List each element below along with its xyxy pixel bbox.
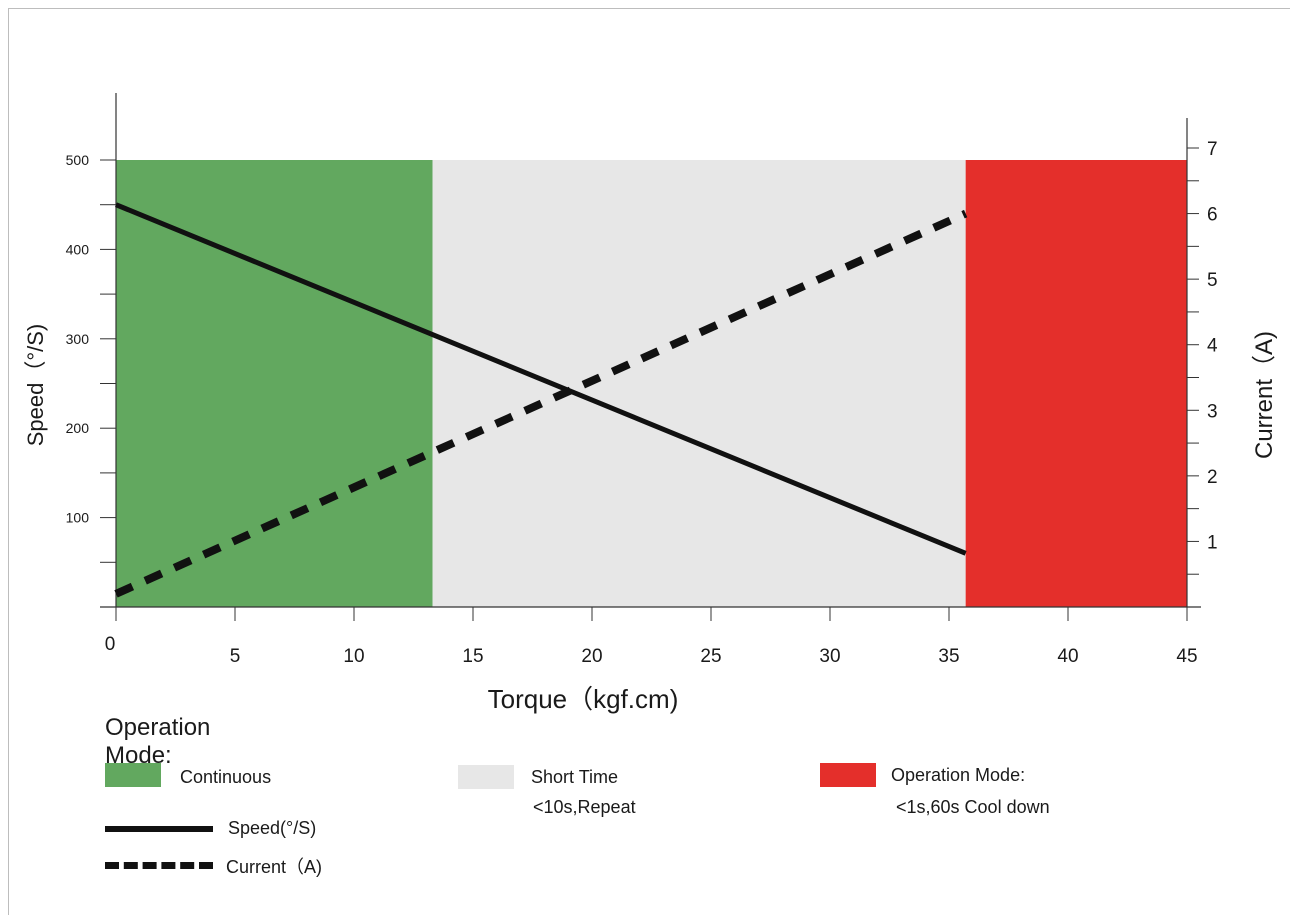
figure-frame bbox=[8, 8, 1290, 915]
legend-label-continuous: Continuous bbox=[180, 767, 272, 787]
legend-swatch-continuous bbox=[105, 763, 161, 787]
legend-label-cool-down: Operation Mode: bbox=[891, 765, 1026, 785]
y2-tick-label: 2 bbox=[1207, 467, 1218, 488]
y2-tick-label: 6 bbox=[1207, 205, 1218, 226]
legend-title: Operation Mode: bbox=[105, 714, 211, 769]
y-tick-label: 200 bbox=[66, 420, 90, 436]
y2-axis-label: Current（A) bbox=[1251, 331, 1278, 459]
y-axis-label: Speed（°/S) bbox=[23, 324, 48, 447]
chart-series bbox=[114, 202, 968, 598]
y-tick-label: 300 bbox=[66, 331, 90, 347]
legend-label-speed: Speed(°/S) bbox=[228, 818, 317, 838]
legend-label-current: Current（A) bbox=[226, 857, 323, 877]
operation-mode-regions bbox=[116, 160, 1187, 607]
series-current-line bbox=[114, 209, 968, 598]
x-tick-label: 30 bbox=[819, 646, 840, 667]
region-operation-mode bbox=[965, 160, 1187, 607]
series-speed-line bbox=[115, 202, 967, 556]
y-tick-label: 400 bbox=[66, 241, 90, 257]
y2-tick-label: 4 bbox=[1207, 336, 1218, 357]
y2-tick-label: 5 bbox=[1207, 270, 1218, 291]
legend-key-speed-line bbox=[105, 826, 213, 832]
x-tick-label: 35 bbox=[938, 646, 959, 667]
legend-swatch-cool-down bbox=[820, 763, 876, 787]
x-tick-label: 25 bbox=[700, 646, 721, 667]
legend-swatch-short-time bbox=[458, 765, 514, 789]
x-tick-label: 15 bbox=[462, 646, 483, 667]
legend-label-short-time: Short Time bbox=[531, 767, 619, 787]
x-tick-label: 20 bbox=[581, 646, 602, 667]
y2-tick-label: 3 bbox=[1207, 401, 1218, 422]
x-axis-label: Torque（kgf.cm) bbox=[488, 684, 679, 714]
chart-axes bbox=[100, 93, 1201, 621]
legend-note-cool-down: <1s,60s Cool down bbox=[896, 797, 1050, 817]
legend-note-short-time: <10s,Repeat bbox=[533, 797, 636, 817]
y2-tick-label: 1 bbox=[1207, 532, 1218, 553]
region-short-time bbox=[432, 160, 966, 607]
y2-tick-label: 7 bbox=[1207, 139, 1218, 160]
y-tick-label: 100 bbox=[66, 510, 90, 526]
x-tick-label: 40 bbox=[1057, 646, 1078, 667]
x-tick-label: 10 bbox=[343, 646, 364, 667]
x-tick-label: 0 bbox=[105, 634, 116, 655]
legend-key-current-line bbox=[105, 862, 213, 869]
region-continuous bbox=[116, 160, 433, 607]
y-tick-label: 500 bbox=[66, 152, 90, 168]
x-tick-label: 5 bbox=[230, 646, 241, 667]
x-tick-label: 45 bbox=[1176, 646, 1197, 667]
